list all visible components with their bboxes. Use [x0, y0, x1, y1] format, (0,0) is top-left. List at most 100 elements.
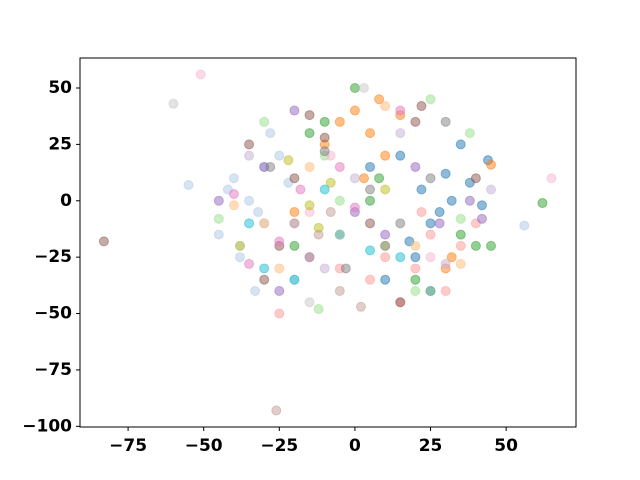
point	[334, 195, 345, 206]
point	[274, 263, 285, 274]
point	[455, 139, 466, 150]
x-tick-label: 25	[419, 436, 443, 456]
point	[274, 236, 285, 247]
point	[289, 105, 300, 116]
point	[340, 263, 351, 274]
y-tick-label: −50	[34, 304, 72, 324]
point	[319, 184, 330, 195]
point	[334, 116, 345, 127]
y-tick-label: 0	[60, 191, 72, 211]
point	[250, 285, 261, 296]
point	[228, 189, 239, 200]
point	[304, 110, 315, 121]
point	[380, 184, 391, 195]
point	[434, 207, 445, 218]
point	[464, 195, 475, 206]
point	[168, 98, 179, 109]
point	[289, 207, 300, 218]
point	[455, 229, 466, 240]
point	[519, 220, 530, 231]
point	[537, 198, 548, 209]
point	[425, 94, 436, 105]
point	[304, 200, 315, 211]
y-tick-label: 50	[48, 78, 72, 98]
point	[446, 252, 457, 263]
point	[259, 263, 270, 274]
point	[274, 150, 285, 161]
point	[446, 195, 457, 206]
point	[425, 218, 436, 229]
point	[195, 69, 206, 80]
point	[271, 405, 282, 416]
plot-frame	[79, 57, 577, 428]
point	[425, 285, 436, 296]
point	[455, 213, 466, 224]
point	[313, 304, 324, 315]
point	[380, 101, 391, 112]
point	[244, 139, 255, 150]
point	[183, 179, 194, 190]
point	[410, 252, 421, 263]
point	[319, 263, 330, 274]
point	[440, 116, 451, 127]
point	[289, 274, 300, 285]
point	[244, 150, 255, 161]
point	[416, 101, 427, 112]
point	[349, 202, 360, 213]
point	[265, 128, 276, 139]
point	[440, 285, 451, 296]
point	[234, 240, 245, 251]
point	[325, 177, 336, 188]
y-tick-label: −25	[34, 247, 72, 267]
point	[365, 274, 376, 285]
point	[289, 173, 300, 184]
point	[395, 218, 406, 229]
point	[440, 258, 451, 269]
point	[213, 213, 224, 224]
point	[380, 274, 391, 285]
point	[259, 274, 270, 285]
point	[289, 240, 300, 251]
point	[434, 218, 445, 229]
point	[289, 218, 300, 229]
point	[410, 161, 421, 172]
point	[274, 285, 285, 296]
point	[319, 132, 330, 143]
x-tick-label: −25	[260, 436, 298, 456]
point	[455, 258, 466, 269]
point	[410, 285, 421, 296]
point	[228, 173, 239, 184]
x-tick-label: 50	[494, 436, 518, 456]
point	[355, 301, 366, 312]
point	[440, 168, 451, 179]
point	[380, 240, 391, 251]
point	[395, 105, 406, 116]
point	[410, 263, 421, 274]
point	[304, 297, 315, 308]
point	[486, 184, 497, 195]
point	[319, 116, 330, 127]
point	[274, 308, 285, 319]
point	[283, 155, 294, 166]
point	[425, 173, 436, 184]
point	[304, 161, 315, 172]
point	[228, 200, 239, 211]
x-tick-label: −50	[185, 436, 223, 456]
y-tick-label: −75	[34, 360, 72, 380]
point	[304, 252, 315, 263]
point	[425, 252, 436, 263]
point	[304, 128, 315, 139]
point	[265, 161, 276, 172]
point	[365, 128, 376, 139]
point	[470, 173, 481, 184]
point	[476, 213, 487, 224]
point	[253, 207, 264, 218]
point	[244, 258, 255, 269]
point	[476, 200, 487, 211]
point	[380, 150, 391, 161]
point	[425, 229, 436, 240]
point	[374, 173, 385, 184]
point	[349, 173, 360, 184]
point	[395, 297, 406, 308]
